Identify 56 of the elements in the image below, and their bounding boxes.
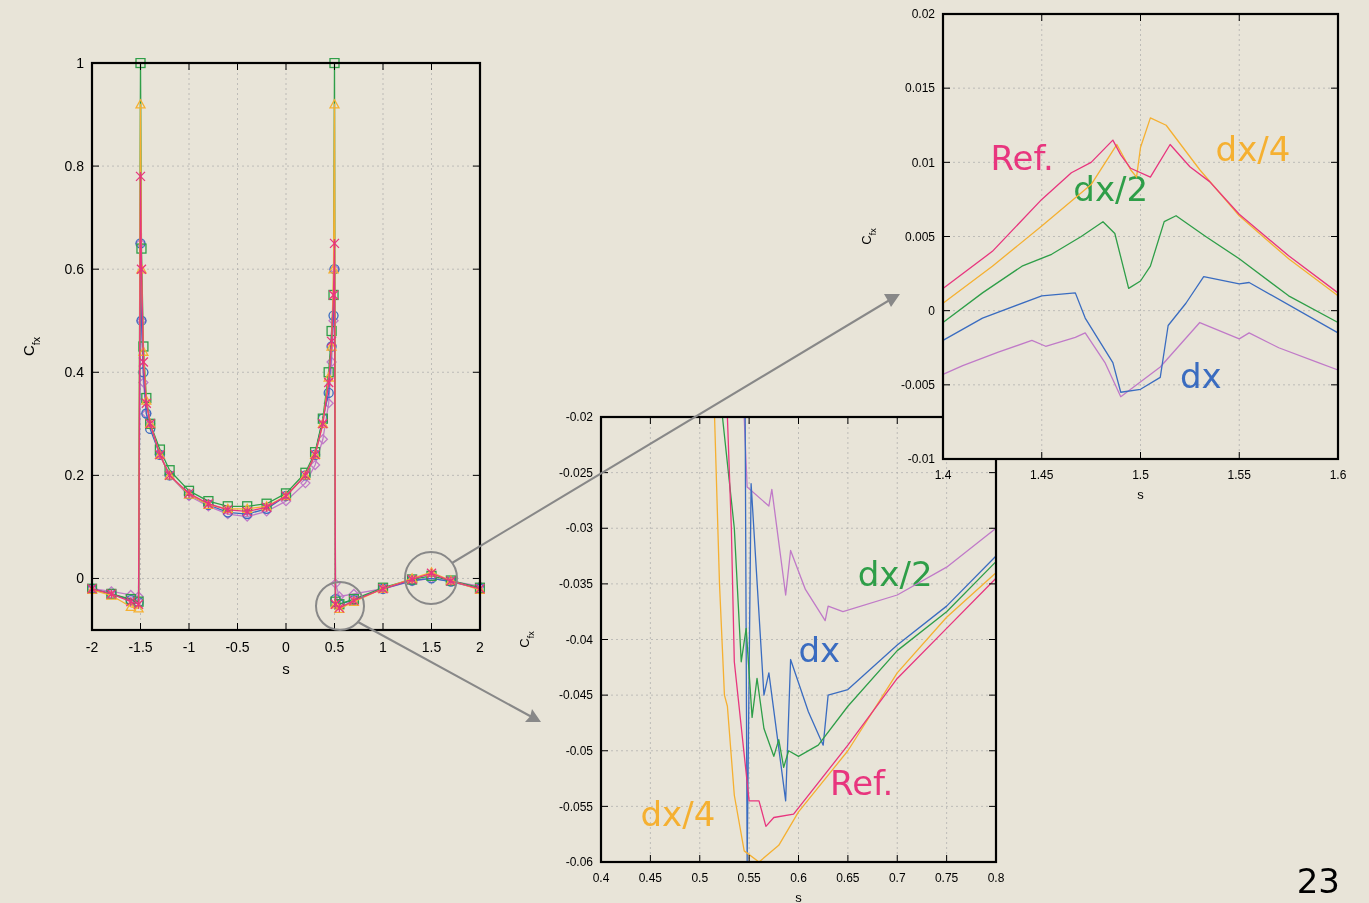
- x-tick-label: 1.55: [1227, 468, 1252, 482]
- y-tick-label: -0.005: [900, 378, 936, 393]
- series-label: Ref.: [990, 137, 1054, 178]
- y-tick-label: -0.04: [565, 632, 594, 647]
- series-label: dx: [1180, 355, 1222, 396]
- y-tick-label: 0.01: [911, 155, 936, 170]
- x-tick-label: 0.6: [790, 871, 808, 885]
- y-tick-label: 0.8: [64, 157, 85, 174]
- y-tick-label: -0.03: [565, 521, 594, 536]
- y-tick-label: 0.02: [911, 7, 936, 22]
- x-tick-label: 0.5: [691, 871, 709, 885]
- series-label: dx/4: [1215, 128, 1291, 169]
- series-label: dx/4: [640, 794, 716, 835]
- y-tick-label: -0.035: [558, 577, 594, 592]
- x-axis-title: s: [282, 660, 290, 677]
- x-tick-label: 0.5: [324, 639, 345, 655]
- y-tick-label: -0.045: [558, 688, 594, 703]
- series-label: dx/2: [857, 554, 933, 595]
- x-tick-label: 0.75: [934, 871, 959, 885]
- y-tick-label: -0.02: [565, 410, 594, 425]
- x-tick-label: -1: [182, 639, 196, 655]
- y-tick-label: -0.055: [558, 799, 594, 814]
- y-tick-label: 0.005: [904, 229, 936, 244]
- x-tick-label: 1.5: [421, 639, 442, 655]
- x-tick-label: 1.6: [1329, 468, 1347, 482]
- text: 23: [1296, 861, 1340, 901]
- x-tick-label: 0.45: [638, 871, 663, 885]
- x-tick-label: 1: [379, 639, 388, 655]
- x-tick-label: -2: [85, 639, 99, 655]
- x-tick-label: 0.55: [737, 871, 762, 885]
- y-tick-label: 0.2: [64, 467, 85, 484]
- x-tick-label: 0.7: [888, 871, 906, 885]
- x-tick-label: -1.5: [128, 639, 153, 655]
- y-tick-label: -0.06: [565, 855, 594, 870]
- y-tick-label: -0.05: [565, 743, 594, 758]
- series-label: dx: [798, 629, 841, 670]
- x-tick-label: -0.5: [225, 639, 250, 655]
- y-tick-label: 0: [76, 570, 85, 587]
- y-tick-label: 0.4: [64, 364, 85, 381]
- y-tick-label: -0.01: [907, 452, 936, 467]
- x-axis-title: s: [795, 890, 803, 903]
- x-tick-label: 0.65: [836, 871, 860, 885]
- y-tick-label: 0.015: [904, 81, 936, 96]
- x-tick-label: 0: [282, 639, 291, 655]
- x-tick-label: 1.4: [934, 468, 952, 482]
- x-tick-label: 1.45: [1030, 468, 1054, 482]
- x-tick-label: 2: [476, 639, 485, 655]
- x-tick-label: 0.4: [592, 871, 610, 885]
- x-tick-label: 1.5: [1132, 468, 1150, 482]
- x-axis-title: s: [1137, 487, 1145, 502]
- x-tick-label: 0.8: [987, 871, 1005, 885]
- y-tick-label: 0: [928, 303, 936, 318]
- y-tick-label: 0.6: [64, 261, 85, 278]
- y-tick-label: 1: [76, 54, 85, 71]
- y-tick-label: -0.025: [558, 465, 594, 480]
- series-label: Ref.: [830, 763, 894, 804]
